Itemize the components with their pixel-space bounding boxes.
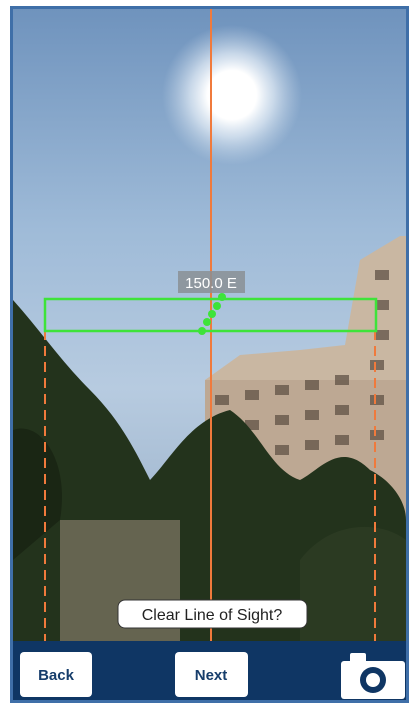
page: 150.0 E Clear Line of Sight? Back Next (…: [0, 0, 411, 709]
sun: [162, 25, 302, 165]
back-label[interactable]: Back: [38, 667, 75, 684]
bearing-label: 150.0 E: [185, 275, 237, 292]
prompt-text: Clear Line of Sight?: [142, 607, 283, 624]
next-label[interactable]: Next: [195, 667, 228, 684]
screen: 150.0 E Clear Line of Sight? Back Next: [0, 0, 411, 709]
